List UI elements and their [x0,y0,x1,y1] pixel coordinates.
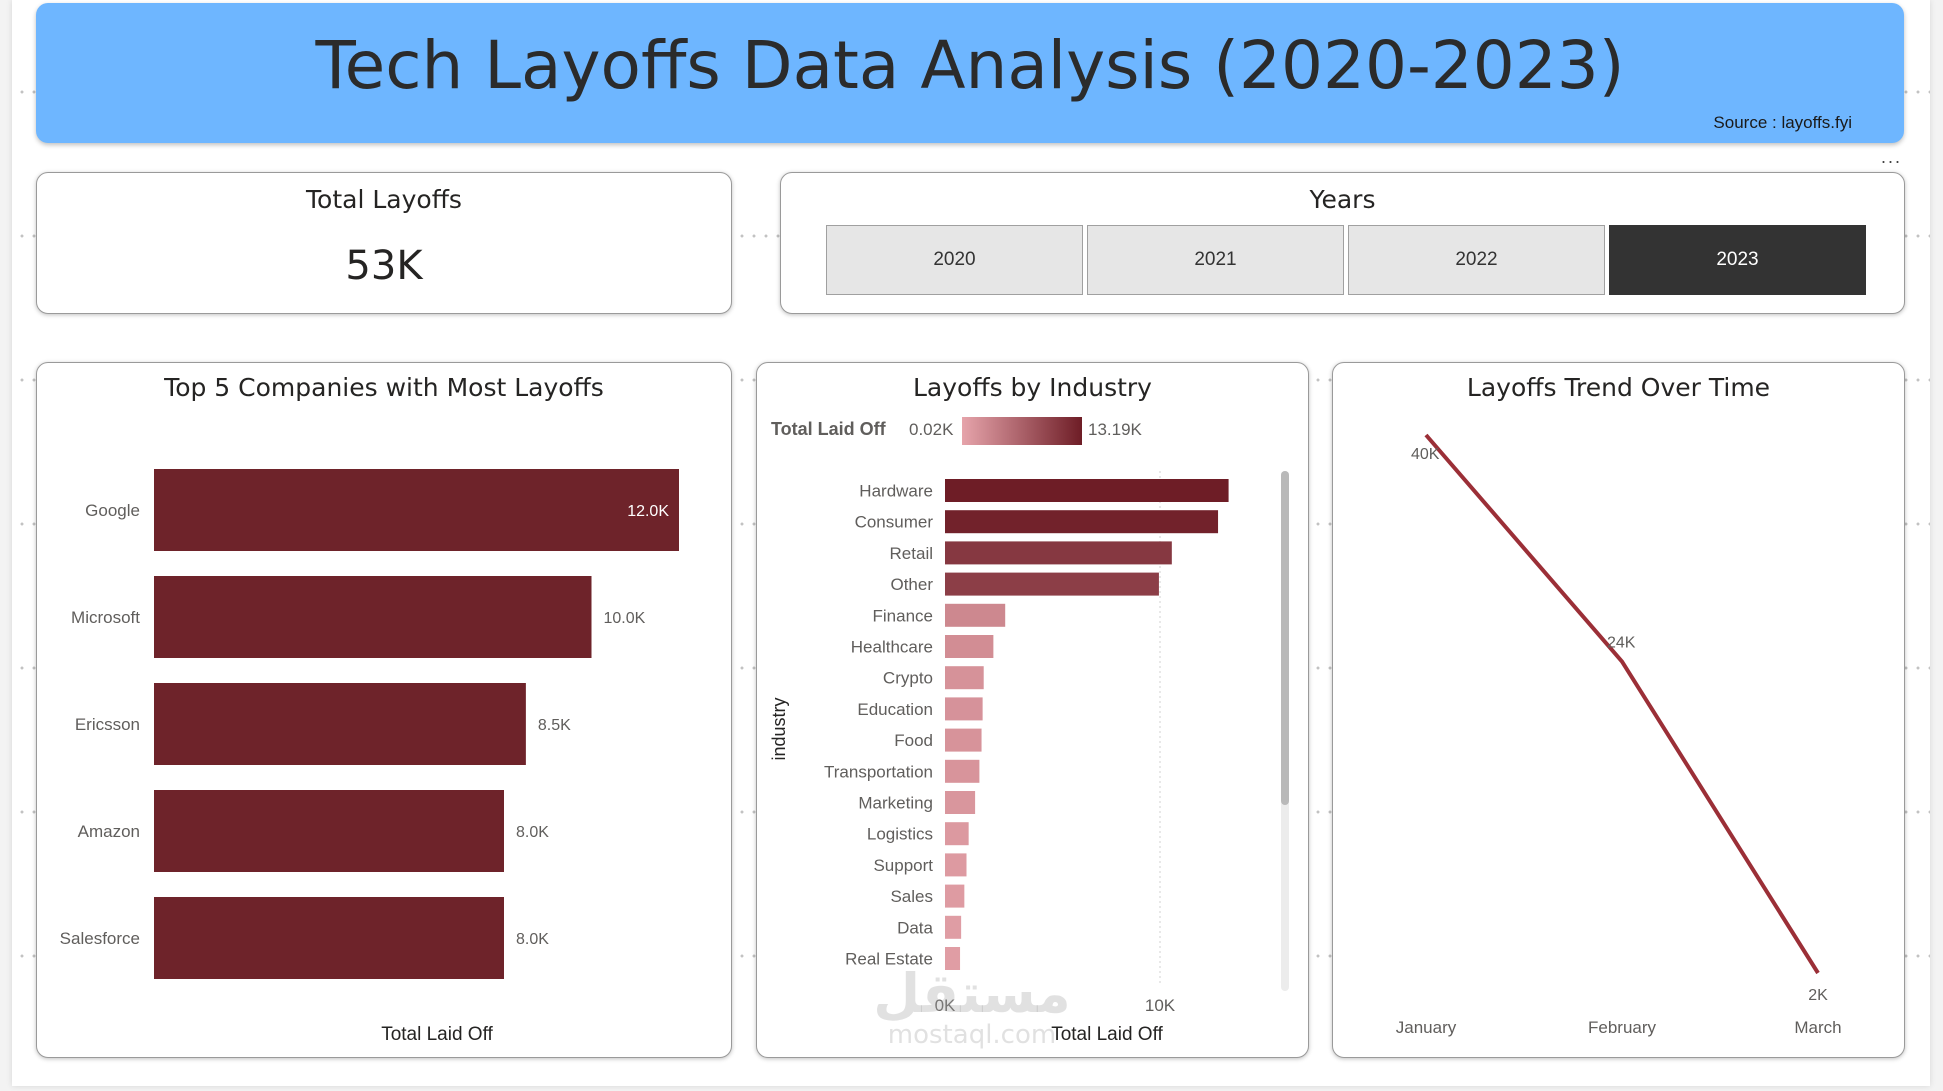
company-value-label: 8.5K [538,717,571,734]
total-layoffs-card: Total Layoffs 53K [36,172,732,314]
company-value-label: 12.0K [627,503,669,520]
company-bar[interactable] [154,897,504,979]
company-label: Salesforce [60,929,140,948]
company-bar[interactable] [154,790,504,872]
trend-x-tick: January [1396,1018,1457,1037]
company-value-label: 8.0K [516,931,549,948]
top-companies-card: Top 5 Companies with Most Layoffs Google… [36,362,732,1058]
trend-card: Layoffs Trend Over Time 40K January 24K Feb… [1332,362,1905,1058]
legend-max-label: 13.19K [1088,420,1143,439]
industry-bar[interactable] [945,541,1172,565]
company-bar[interactable] [154,469,679,551]
industry-label: Food [894,731,933,750]
report-header: Tech Layoffs Data Analysis (2020-2023) S… [36,3,1904,143]
industry-y-axis-title: industry [769,697,789,760]
legend-min-label: 0.02K [909,420,954,439]
trend-value-label: 2K [1808,987,1828,1004]
industry-bar[interactable] [945,915,962,939]
industry-bar[interactable] [945,822,969,846]
industry-label: Logistics [867,825,933,844]
industry-x-tick: 0K [935,996,956,1015]
trend-title: Layoffs Trend Over Time [1466,373,1771,402]
industry-title: Layoffs by Industry [913,373,1152,402]
industry-bar[interactable] [945,759,980,783]
trend-x-tick: February [1588,1018,1657,1037]
company-label: Amazon [78,822,140,841]
trend-chart: 40K January 24K February 2K March [1396,433,1842,1037]
industry-label: Education [857,700,933,719]
company-value-label: 10.0K [604,610,646,627]
kpi-title: Total Layoffs [306,185,462,214]
industry-label: Sales [890,887,933,906]
source-label: Source : layoffs.fyi [1713,113,1852,132]
page-title: Tech Layoffs Data Analysis (2020-2023) [315,27,1625,104]
industry-bar[interactable] [945,853,967,877]
legend-gradient [962,417,1082,445]
watermark-latin: mostaql.com [887,1020,1057,1050]
industry-x-axis-title: Total Laid Off [1051,1024,1163,1045]
companies-x-axis-title: Total Laid Off [381,1024,493,1045]
industry-label: Support [873,856,933,875]
company-bar[interactable] [154,576,592,658]
trend-x-tick: March [1794,1018,1841,1037]
industry-label: Hardware [859,482,933,501]
industry-bar[interactable] [945,510,1219,534]
industry-bar[interactable] [945,728,982,752]
industry-label: Retail [890,544,933,563]
industry-chart: Total Laid Off 0.02K 13.19K Hardware Consume… [769,417,1289,1045]
industry-bar[interactable] [945,947,961,970]
year-button-2023[interactable]: 2023 [1609,225,1866,295]
trend-line[interactable] [1424,433,1820,975]
industry-label: Consumer [855,513,934,532]
industry-bar[interactable] [945,635,994,658]
industry-bar[interactable] [945,666,984,690]
industry-bar[interactable] [945,603,1006,627]
industry-label: Crypto [883,669,933,688]
industry-bar[interactable] [945,697,983,721]
watermark-arabic: مستقل [873,962,1071,1025]
industry-label: Finance [873,606,933,625]
years-slicer-title: Years [1309,185,1376,214]
year-button-2022[interactable]: 2022 [1348,225,1605,295]
industry-bar[interactable] [945,884,965,908]
industry-label: Data [897,918,933,937]
legend-title: Total Laid Off [771,419,887,439]
company-value-label: 8.0K [516,824,549,841]
top-companies-chart: Google 12.0K Microsoft 10.0K Ericsson 8.5K Ama… [60,469,679,1045]
company-label: Microsoft [71,608,140,627]
company-bar[interactable] [154,683,526,765]
watermark: مستقل mostaql.com [852,962,1092,1050]
year-button-2021[interactable]: 2021 [1087,225,1344,295]
years-slicer-card: Years 2020 2021 2022 2023 [780,172,1905,314]
trend-value-label: 24K [1607,635,1636,652]
industry-label: Transportation [824,762,933,781]
trend-value-label: 40K [1411,446,1440,463]
industry-card: Layoffs by Industry Total Laid Off 0.02K 1… [756,362,1309,1058]
year-button-2020[interactable]: 2020 [826,225,1083,295]
kpi-value: 53K [345,243,423,289]
industry-bar[interactable] [945,791,976,814]
industry-label: Real Estate [845,950,933,969]
industry-label: Other [890,575,933,594]
industry-label: Marketing [858,794,933,813]
industry-scrollbar-thumb[interactable] [1281,471,1289,805]
company-label: Ericsson [75,715,140,734]
industry-x-tick: 10K [1145,996,1176,1015]
industry-bar[interactable] [945,479,1229,502]
company-label: Google [85,501,140,520]
top-companies-title: Top 5 Companies with Most Layoffs [164,373,604,402]
industry-label: Healthcare [851,638,933,657]
industry-bar[interactable] [945,572,1159,596]
